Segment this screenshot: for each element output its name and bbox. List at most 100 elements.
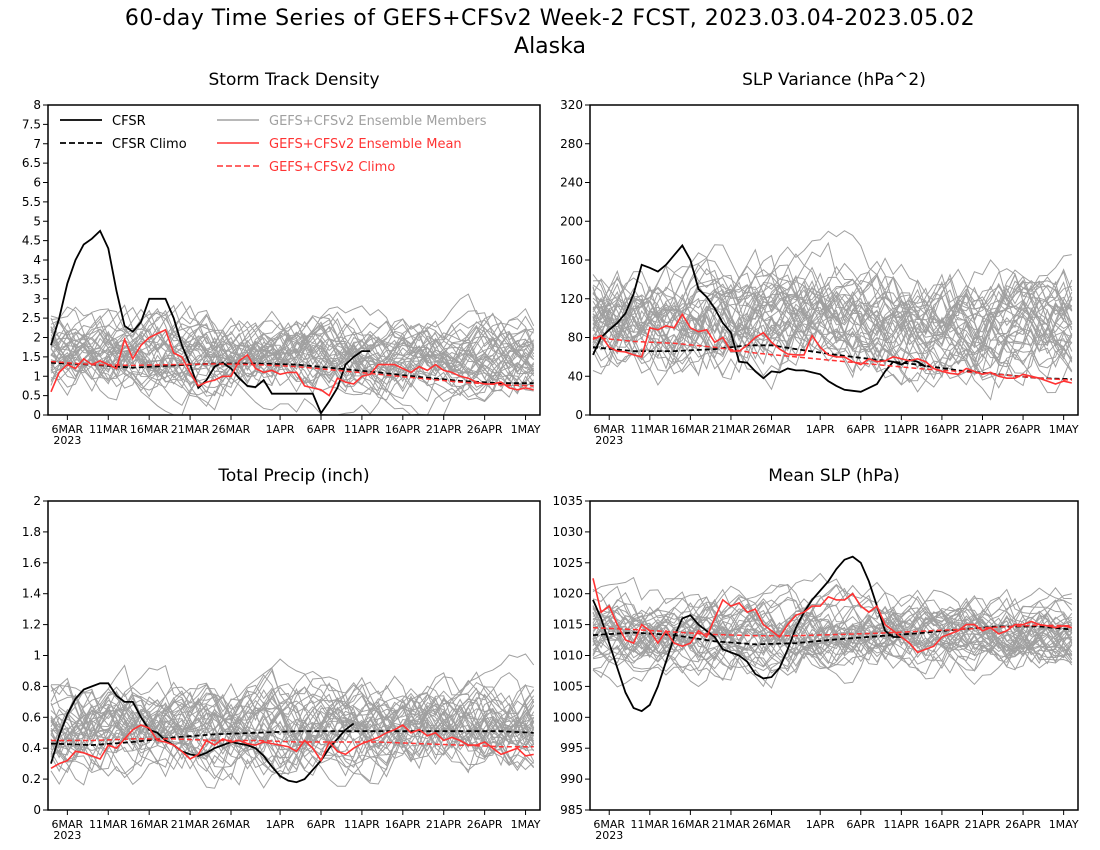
member-line: [592, 291, 1073, 388]
y-tick-label: 0.5: [22, 389, 41, 403]
x-tick-label: 16MAR: [130, 818, 169, 831]
member-line: [50, 327, 535, 383]
x-tick-label: 16APR: [385, 818, 421, 831]
member-line: [592, 604, 1073, 654]
member-line: [592, 271, 1073, 363]
member-line: [50, 332, 535, 386]
x-tick-label: 26MAR: [212, 423, 251, 436]
series-gefs-cfsv2-climo: [50, 360, 534, 387]
y-tick-label: 1020: [552, 587, 583, 601]
y-tick-label: 0.4: [22, 741, 41, 755]
series-cfsr-climo: [50, 730, 534, 747]
figure-subtitle: Alaska: [514, 34, 586, 59]
series-gefs-cfsv2-ensemble-mean: [50, 724, 534, 769]
member-line: [592, 587, 1072, 664]
ensemble-members: [50, 653, 535, 789]
member-line: [50, 310, 534, 403]
y-tick-label: 995: [560, 741, 583, 755]
ensemble-members: [50, 293, 535, 415]
y-tick-label: 0.2: [22, 772, 41, 786]
member-line: [50, 681, 535, 780]
member-line: [592, 583, 1073, 672]
panel-title: Mean SLP (hPa): [768, 466, 900, 486]
member-line: [592, 270, 1073, 382]
member-line: [50, 664, 535, 787]
x-tick-label: 21MAR: [712, 818, 751, 831]
x-tick-label: 26APR: [1005, 818, 1041, 831]
x-tick-label: 16APR: [385, 423, 421, 436]
y-tick-label: 1.6: [22, 556, 41, 570]
member-line: [592, 230, 1073, 362]
series-gefs-cfsv2-climo: [592, 336, 1072, 381]
x-tick-label: 16MAR: [671, 423, 710, 436]
y-tick-label: 120: [560, 292, 583, 306]
y-tick-label: 2: [33, 331, 41, 345]
series-cfsr: [50, 229, 371, 415]
y-tick-label: 1: [33, 369, 41, 383]
x-tick-label: 6MAR: [52, 423, 84, 436]
y-tick-label: 6: [33, 176, 41, 190]
member-line: [592, 272, 1072, 353]
x-year-label: 2023: [595, 434, 623, 447]
member-line: [592, 601, 1072, 660]
x-tick-label: 1MAY: [1049, 818, 1079, 831]
legend-ens-mean-label: GEFS+CFSv2 Ensemble Mean: [269, 137, 462, 152]
x-tick-label: 6MAR: [593, 423, 625, 436]
y-tick-label: 985: [560, 803, 583, 817]
member-line: [592, 588, 1072, 665]
member-line: [592, 610, 1073, 657]
y-tick-label: 160: [560, 253, 583, 267]
legend-ens-climo-label: GEFS+CFSv2 Climo: [269, 160, 395, 175]
panel-title: Total Precip (inch): [217, 466, 369, 486]
series-gefs-cfsv2-ensemble-mean: [592, 578, 1072, 654]
x-tick-label: 16APR: [924, 423, 960, 436]
series-cfsr: [592, 243, 927, 393]
y-tick-label: 0.8: [22, 679, 41, 693]
x-tick-label: 21APR: [426, 423, 462, 436]
figure-title: 60-day Time Series of GEFS+CFSv2 Week-2 …: [124, 6, 976, 31]
y-tick-label: 5: [33, 214, 41, 228]
x-tick-label: 11MAR: [89, 423, 128, 436]
x-tick-label: 1APR: [806, 423, 835, 436]
x-tick-label: 1APR: [266, 818, 295, 831]
series-cfsr: [592, 555, 902, 713]
member-line: [592, 597, 1073, 686]
series-cfsr: [50, 682, 355, 784]
x-tick-label: 1APR: [266, 423, 295, 436]
panel-3: Total Precip (inch) 0 0.2 0.4 0.6 0.8 1 1.2 1.4 1…: [22, 466, 541, 842]
x-tick-label: 1MAY: [511, 818, 541, 831]
x-tick-label: 21MAR: [171, 423, 210, 436]
x-tick-label: 1MAY: [1049, 423, 1079, 436]
series-gefs-cfsv2-climo: [51, 738, 534, 748]
y-tick-label: 1.8: [22, 525, 41, 539]
figure-title-block: 60-day Time Series of GEFS+CFSv2 Week-2 …: [0, 4, 1100, 60]
member-line: [50, 320, 535, 388]
x-tick-label: 21MAR: [712, 423, 751, 436]
y-tick-label: 5.5: [22, 195, 41, 209]
legend-members-label: GEFS+CFSv2 Ensemble Members: [269, 114, 487, 129]
legend: CFSR CFSR Climo GEFS+CFSv2 Ensemble Member…: [60, 114, 487, 175]
member-line: [592, 273, 1073, 326]
member-line: [592, 269, 1073, 379]
x-tick-label: 11APR: [344, 818, 380, 831]
plot-frame: [589, 104, 1079, 416]
member-line: [592, 608, 1073, 676]
y-tick-label: 1.5: [22, 350, 41, 364]
x-tick-label: 26APR: [467, 423, 503, 436]
x-tick-label: 11APR: [883, 818, 919, 831]
x-tick-label: 6MAR: [52, 818, 84, 831]
x-tick-label: 11APR: [883, 423, 919, 436]
x-tick-label: 1MAY: [511, 423, 541, 436]
y-tick-label: 0.6: [22, 710, 41, 724]
x-tick-label: 21APR: [426, 818, 462, 831]
panel-2: SLP Variance (hPa^2) 0 40 80 120 160 200 240 280…: [560, 70, 1079, 447]
y-tick-label: 1005: [552, 679, 583, 693]
y-tick-label: 1.4: [22, 587, 41, 601]
panel-1: Storm Track Density 0 0.5 1 1.5 2 2.5 3 3.5 4 4.5 5…: [22, 70, 541, 447]
member-line: [50, 318, 534, 407]
series-gefs-cfsv2-ensemble-mean: [592, 312, 1072, 385]
y-tick-label: 4: [33, 253, 41, 267]
y-tick-label: 3.5: [22, 272, 41, 286]
y-tick-label: 2.5: [22, 311, 41, 325]
y-tick-label: 1000: [552, 710, 583, 724]
